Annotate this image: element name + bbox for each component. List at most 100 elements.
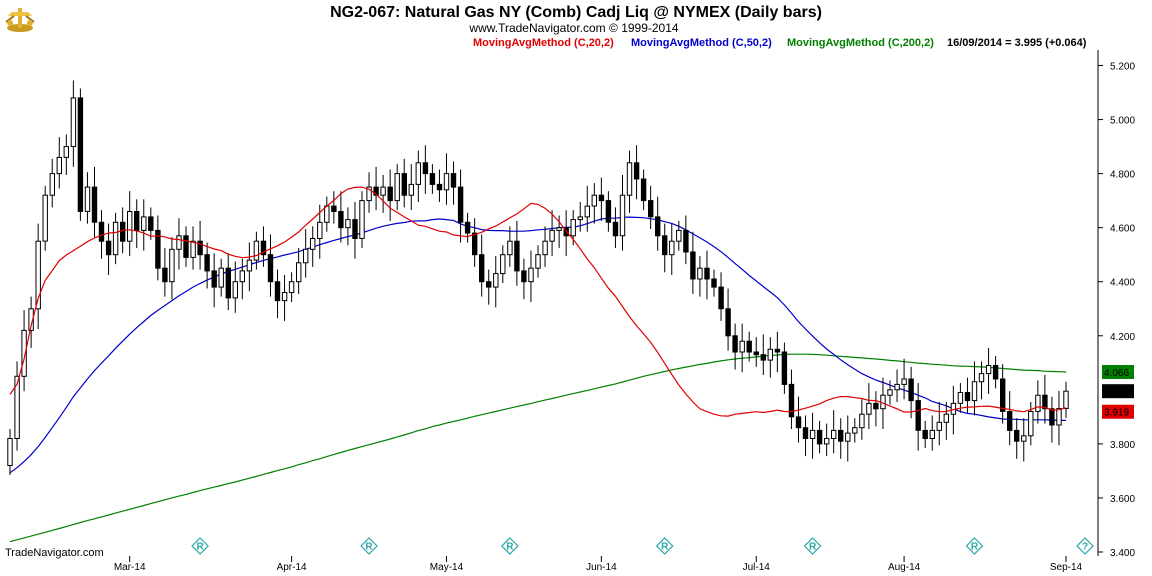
candle — [260, 226, 267, 267]
y-tick-label: 3.600 — [1110, 494, 1135, 505]
svg-text:R: R — [506, 542, 514, 553]
candle — [985, 347, 992, 394]
candle — [98, 210, 105, 259]
candle — [352, 202, 358, 259]
candle — [415, 150, 422, 202]
candle — [479, 234, 485, 297]
candle — [1063, 381, 1069, 418]
x-tick-label: Jun-14 — [586, 562, 617, 573]
chart-title: NG2-067: Natural Gas NY (Comb) Cadj Liq … — [330, 4, 822, 21]
y-tick-label: 4.200 — [1110, 332, 1135, 343]
candle — [183, 226, 189, 267]
x-tick-label: Aug-14 — [888, 562, 921, 573]
footer-brand: TradeNavigator.com — [5, 547, 104, 559]
y-tick-label: 4.400 — [1110, 278, 1135, 289]
candle — [204, 242, 210, 289]
candle — [296, 247, 302, 294]
candle — [42, 185, 48, 251]
last-value-badges: 4.066 3.995 3.919 — [1102, 365, 1134, 419]
candle — [338, 191, 344, 243]
last-value-badge: 4.066 — [1102, 365, 1134, 379]
x-axis: Mar-14 Apr-14 May-14 Jun-14 Jul-14 Aug-14 Sep-… — [114, 556, 1083, 573]
candle — [640, 169, 647, 211]
candle — [690, 231, 696, 294]
candle — [978, 361, 985, 400]
candle — [450, 161, 457, 205]
candle — [915, 383, 921, 451]
candle — [802, 415, 809, 457]
roll-marker-icon[interactable]: R — [500, 537, 519, 555]
roll-marker-icon[interactable]: R — [360, 537, 378, 555]
ma20-line — [9, 186, 1067, 417]
candle — [577, 202, 583, 232]
candle — [1049, 396, 1055, 443]
candle — [246, 242, 253, 292]
candle — [612, 207, 619, 248]
candle — [683, 215, 689, 265]
candle — [824, 423, 830, 457]
roll-marker-icon[interactable]: R — [191, 537, 209, 555]
y-tick-label: 5.000 — [1110, 116, 1135, 127]
candle — [401, 158, 408, 208]
candle — [852, 418, 858, 443]
candle — [809, 412, 816, 459]
svg-text:R: R — [196, 542, 204, 553]
candle — [760, 334, 766, 375]
svg-text:3.995: 3.995 — [1104, 387, 1129, 398]
candle — [873, 391, 879, 427]
svg-text:R: R — [809, 542, 817, 553]
candle — [457, 169, 464, 243]
candle — [366, 172, 372, 213]
legend: MovingAvgMethod (C,20,2) MovingAvgMethod… — [473, 37, 1087, 49]
roll-marker-icon[interactable]: R — [655, 537, 674, 555]
candle — [732, 323, 738, 370]
candle — [14, 361, 20, 451]
candle — [845, 415, 851, 462]
candle — [105, 223, 112, 275]
candle — [739, 323, 745, 373]
candle — [310, 226, 316, 267]
roll-marker-icon[interactable]: R — [803, 537, 822, 555]
candle — [521, 258, 527, 300]
candle — [169, 237, 175, 300]
candle — [190, 226, 196, 270]
candle — [176, 218, 182, 270]
candle — [239, 258, 246, 300]
help-icon[interactable]: ? — [1076, 537, 1094, 555]
candle — [831, 410, 837, 454]
candle — [472, 218, 478, 267]
candle — [859, 399, 865, 440]
candle — [662, 223, 668, 273]
candle — [549, 210, 555, 257]
candle — [816, 420, 823, 454]
candle — [429, 164, 436, 194]
candle — [253, 231, 260, 270]
candle — [676, 220, 682, 251]
roll-marker-icon[interactable]: R — [965, 537, 984, 555]
candle — [774, 331, 781, 373]
candle — [225, 253, 232, 311]
y-tick-label: 4.600 — [1110, 224, 1135, 235]
ma200-line — [9, 353, 1067, 543]
candle — [908, 366, 914, 419]
last-value-badge: 3.995 — [1102, 384, 1134, 399]
candle — [711, 269, 717, 297]
svg-text:4.066: 4.066 — [1104, 368, 1129, 379]
x-tick-label: Sep-14 — [1050, 562, 1083, 573]
candle — [422, 145, 429, 194]
candle — [141, 199, 147, 251]
legend-ma20: MovingAvgMethod (C,20,2) — [473, 37, 614, 49]
candle — [929, 415, 935, 451]
legend-last-value: 16/09/2014 = 3.995 (+0.064) — [947, 37, 1087, 49]
candle — [669, 223, 675, 275]
candle — [746, 331, 752, 362]
chart-subtitle: www.TradeNavigator.com © 1999-2014 — [468, 21, 678, 35]
candle — [936, 402, 942, 446]
candle — [605, 191, 612, 232]
logo-icon — [5, 8, 35, 32]
candle — [528, 250, 534, 302]
candle — [134, 199, 140, 248]
candle — [112, 212, 119, 265]
